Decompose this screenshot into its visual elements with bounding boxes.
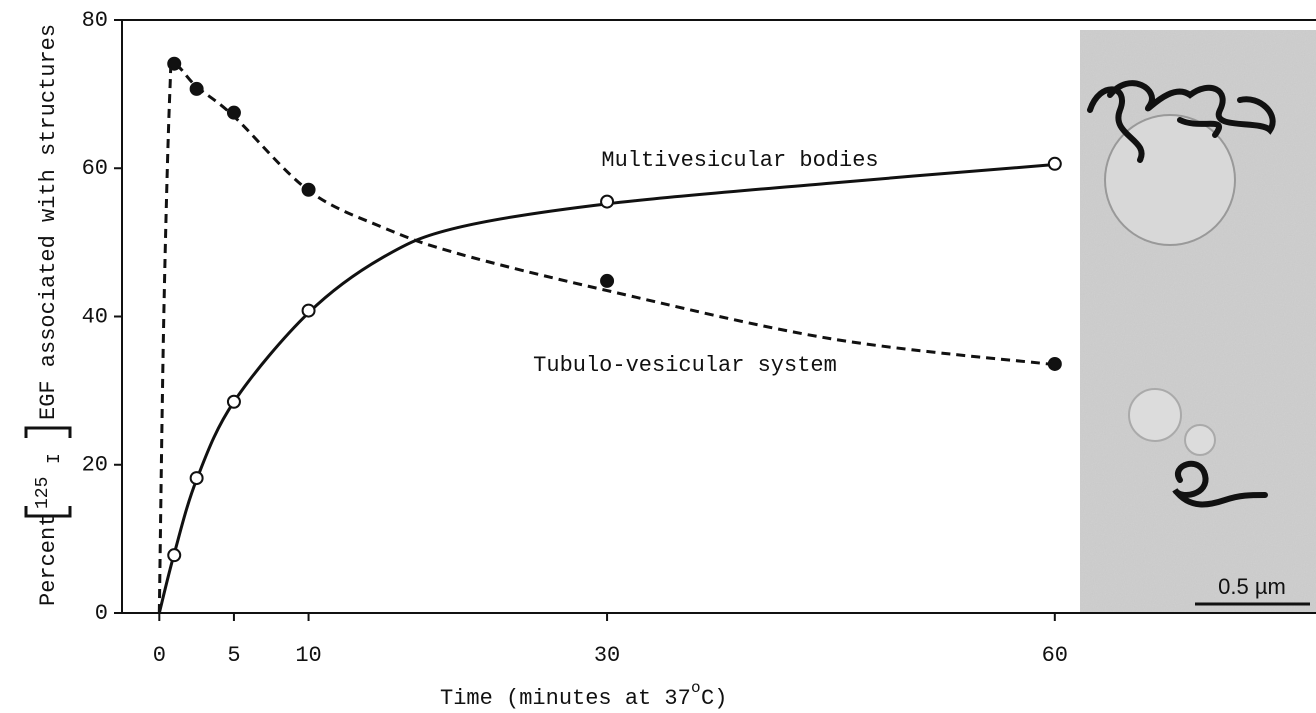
series-label: Tubulo-vesicular system xyxy=(533,353,837,378)
y-tick-label: 40 xyxy=(82,304,108,329)
x-tick-label: 30 xyxy=(594,643,620,668)
isotope: I xyxy=(45,453,65,464)
y-tick-label: 0 xyxy=(95,601,108,626)
y-tick-label: 80 xyxy=(82,8,108,33)
data-point xyxy=(168,58,180,70)
series-label: Multivesicular bodies xyxy=(601,148,878,173)
micrograph xyxy=(1080,30,1316,613)
y-label-prefix: Percent xyxy=(36,514,61,606)
y-axis-label: Percent 125 I EGF associated with struct… xyxy=(26,24,70,606)
data-point xyxy=(601,196,613,208)
data-point xyxy=(303,184,315,196)
data-point xyxy=(191,472,203,484)
x-tick-label: 10 xyxy=(295,643,321,668)
scale-bar-label: 0.5 µm xyxy=(1218,574,1286,599)
data-point xyxy=(1049,358,1061,370)
x-axis-label: Time (minutes at 37 o C) xyxy=(440,679,727,711)
x-label-end: C) xyxy=(701,686,727,711)
x-tick-label: 0 xyxy=(153,643,166,668)
data-point xyxy=(191,83,203,95)
y-label-suffix: EGF associated with structures xyxy=(36,24,61,420)
data-point xyxy=(1049,158,1061,170)
isotope-mass: 125 xyxy=(33,477,53,509)
x-tick-label: 60 xyxy=(1042,643,1068,668)
x-tick-label: 5 xyxy=(227,643,240,668)
data-point xyxy=(228,396,240,408)
data-point xyxy=(303,305,315,317)
chart: 0.5 µm Percent 125 I EGF associated with… xyxy=(0,0,1316,713)
data-point xyxy=(228,107,240,119)
x-label-text: Time (minutes at 37 xyxy=(440,686,691,711)
data-point xyxy=(601,275,613,287)
fit-curve xyxy=(159,165,1055,613)
y-tick-label: 60 xyxy=(82,156,108,181)
x-label-superscript: o xyxy=(691,679,701,697)
fit-curve xyxy=(159,63,1055,613)
y-tick-label: 20 xyxy=(82,453,108,478)
data-point xyxy=(168,549,180,561)
